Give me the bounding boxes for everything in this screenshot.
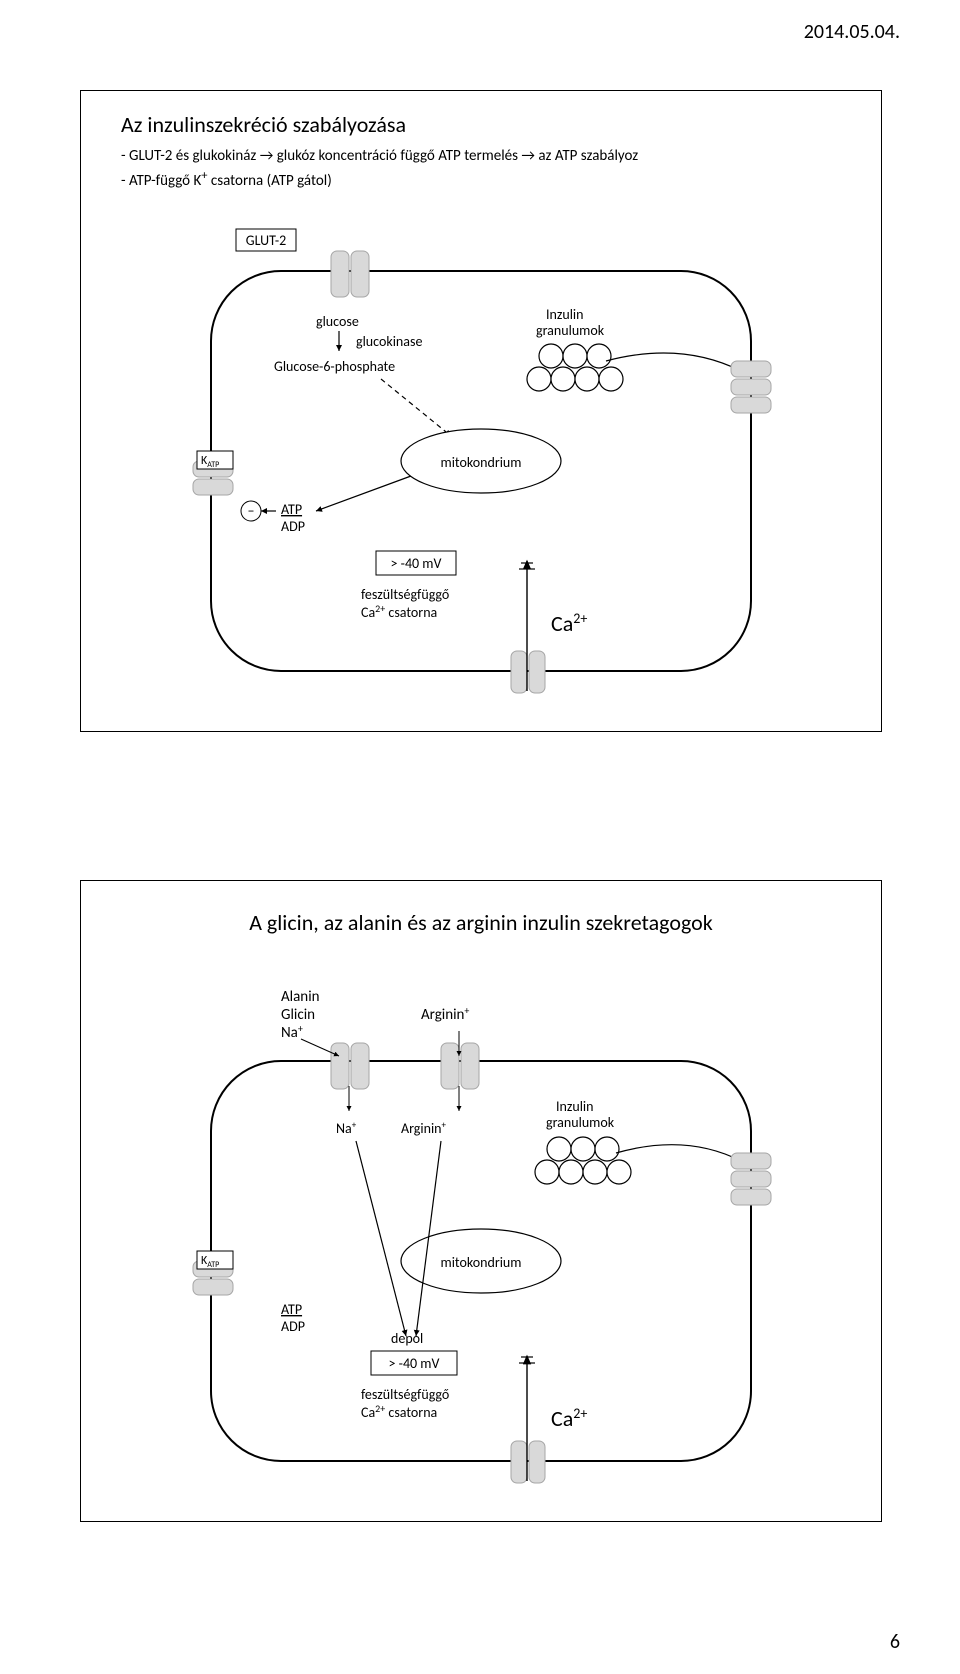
svg-text:granulumok: granulumok	[546, 1114, 615, 1131]
slide-1: Az inzulinszekréció szabályozása - GLUT-…	[80, 90, 882, 732]
svg-text:mitokondrium: mitokondrium	[441, 454, 522, 471]
svg-text:ADP: ADP	[281, 1318, 305, 1335]
svg-text:Arginin+: Arginin+	[401, 1120, 447, 1137]
svg-text:Alanin: Alanin	[281, 988, 320, 1006]
exocytosis-port	[731, 1153, 771, 1205]
svg-text:> -40 mV: > -40 mV	[391, 555, 442, 572]
svg-text:Inzulin: Inzulin	[546, 306, 583, 323]
vdcc-label: feszültségfüggő Ca2+ csatorna	[361, 1386, 449, 1421]
atp-adp: ATP ADP	[281, 1301, 305, 1335]
g6p-label: Glucose-6-phosphate	[274, 358, 395, 375]
slide1-diagram: GLUT-2 glucose glucokinase Glucose-6-pho…	[81, 211, 881, 711]
svg-text:ATP: ATP	[281, 1301, 302, 1318]
svg-text:ATP: ATP	[281, 501, 302, 518]
page-number: 6	[890, 1630, 900, 1654]
outside-labels: Alanin Glicin Na+ Arginin+	[281, 988, 469, 1042]
svg-text:Ca2+ csatorna: Ca2+ csatorna	[361, 602, 437, 621]
svg-text:feszültségfüggő: feszültségfüggő	[361, 1386, 449, 1403]
svg-text:ADP: ADP	[281, 518, 305, 535]
svg-text:> -40 mV: > -40 mV	[389, 1355, 440, 1372]
katp-channel: KATP	[193, 1251, 233, 1295]
svg-text:mitokondrium: mitokondrium	[441, 1254, 522, 1271]
glut2-label: GLUT-2	[246, 232, 287, 249]
svg-text:–: –	[248, 502, 255, 519]
slide1-bullet2: - ATP-függő K+ csatorna (ATP gátol)	[121, 167, 638, 192]
mv-box: > -40 mV	[376, 551, 456, 575]
svg-text:feszültségfüggő: feszültségfüggő	[361, 586, 449, 603]
slide1-title: Az inzulinszekréció szabályozása	[121, 111, 406, 138]
exocytosis-port	[731, 361, 771, 413]
vdcc-label: feszültségfüggő Ca2+ csatorna	[361, 586, 449, 621]
svg-text:Na+: Na+	[281, 1022, 303, 1042]
glucose-label: glucose	[316, 313, 359, 330]
svg-text:granulumok: granulumok	[536, 322, 605, 339]
slide-2: A glicin, az alanin és az arginin inzuli…	[80, 880, 882, 1522]
slide1-bullet1: - GLUT-2 és glukokináz → glukóz koncentr…	[121, 146, 638, 167]
slide2-diagram: Alanin Glicin Na+ Arginin+ Na+	[81, 961, 881, 1501]
glucokinase-label: glucokinase	[356, 333, 422, 350]
slide2-title: A glicin, az alanin és az arginin inzuli…	[81, 909, 881, 936]
svg-text:depol: depol	[391, 1330, 423, 1347]
page: 2014.05.04. 6 Az inzulinszekréció szabál…	[0, 0, 960, 1674]
svg-text:Arginin+: Arginin+	[421, 1004, 469, 1024]
slide1-bullets: - GLUT-2 és glukokináz → glukóz koncentr…	[121, 146, 638, 192]
mitochondrion: mitokondrium	[401, 1229, 561, 1293]
page-date: 2014.05.04.	[804, 20, 900, 44]
svg-text:Inzulin: Inzulin	[556, 1098, 593, 1115]
svg-text:Ca2+ csatorna: Ca2+ csatorna	[361, 1402, 437, 1421]
